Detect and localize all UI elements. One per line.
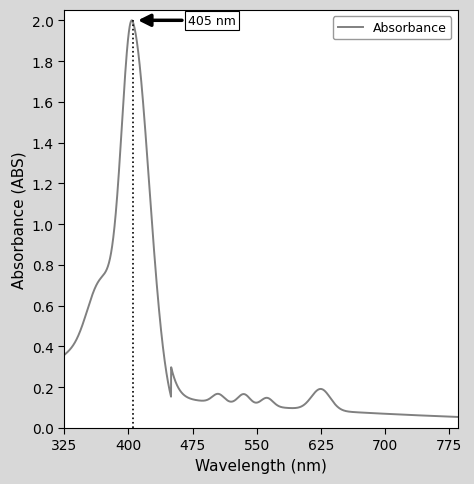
Legend: Absorbance: Absorbance bbox=[333, 17, 452, 40]
Y-axis label: Absorbance (ABS): Absorbance (ABS) bbox=[11, 151, 26, 288]
Absorbance bbox=[455, 414, 461, 420]
Absorbance bbox=[229, 399, 235, 405]
Absorbance bbox=[405, 412, 410, 418]
X-axis label: Wavelength (nm): Wavelength (nm) bbox=[195, 458, 327, 473]
Line: Absorbance: Absorbance bbox=[64, 21, 458, 417]
Text: 405 nm: 405 nm bbox=[142, 15, 236, 28]
Absorbance bbox=[130, 19, 136, 25]
Absorbance bbox=[61, 352, 67, 358]
Absorbance bbox=[212, 392, 218, 398]
Absorbance bbox=[447, 414, 453, 420]
Absorbance bbox=[106, 260, 112, 266]
Absorbance bbox=[129, 18, 135, 24]
